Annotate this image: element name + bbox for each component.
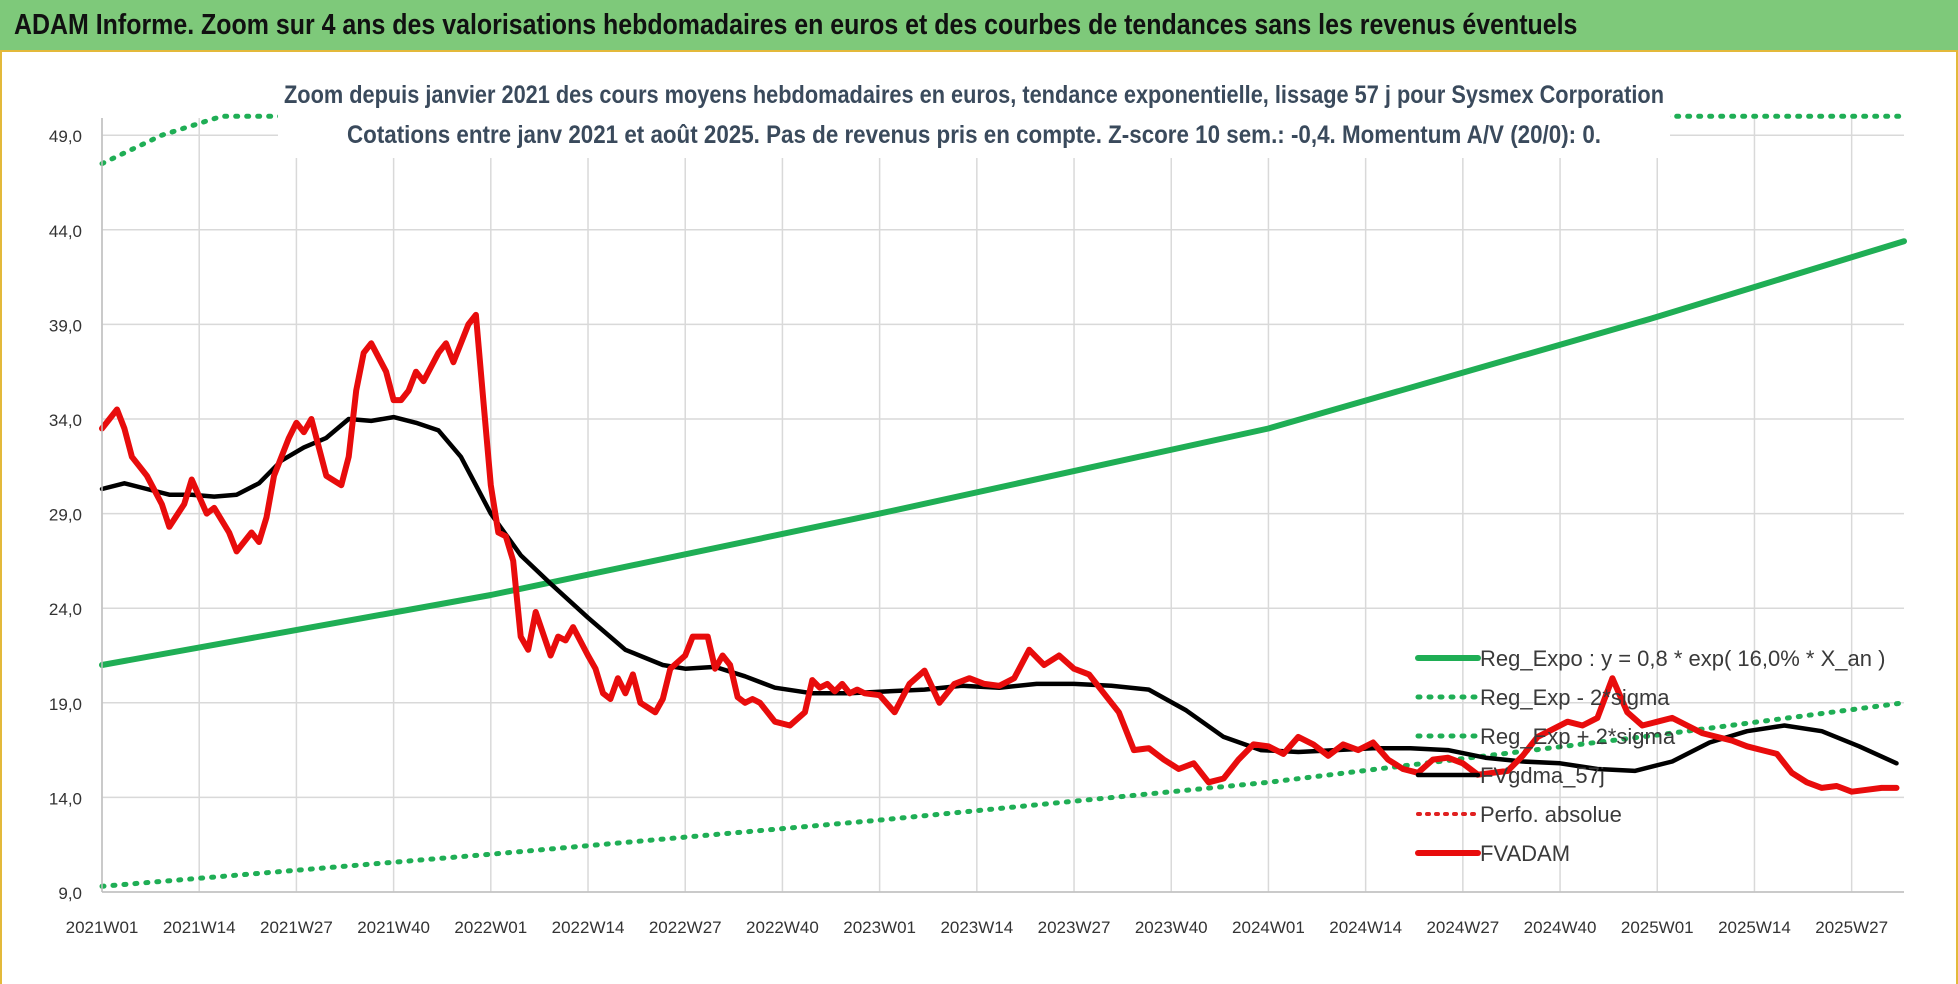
x-tick-label: 2025W27 <box>1815 918 1888 937</box>
chart-title: Zoom depuis janvier 2021 des cours moyen… <box>284 81 1664 109</box>
legend-label: Reg_Expo : y = 0,8 * exp( 16,0% * X_an ) <box>1480 646 1885 671</box>
x-tick-label: 2024W14 <box>1329 918 1402 937</box>
legend-label: FVADAM <box>1480 841 1570 866</box>
x-tick-label: 2025W01 <box>1621 918 1694 937</box>
gridlines <box>101 118 1904 893</box>
fvadam-line <box>99 311 1900 795</box>
report-banner: ADAM Informe. Zoom sur 4 ans des valoris… <box>0 0 1958 52</box>
y-tick-label: 14,0 <box>49 789 82 808</box>
y-tick-label: 24,0 <box>49 600 82 619</box>
x-tick-label: 2021W27 <box>260 918 333 937</box>
legend-label: FVgdma_57j <box>1480 763 1605 788</box>
y-tick-label: 49,0 <box>49 127 82 146</box>
y-tick-label: 34,0 <box>49 411 82 430</box>
x-tick-label: 2022W27 <box>649 918 722 937</box>
regression-line <box>99 238 1907 668</box>
y-tick-label: 44,0 <box>49 222 82 241</box>
x-tick-label: 2023W27 <box>1038 918 1111 937</box>
chart-frame <box>0 52 1958 984</box>
x-tick-label: 2024W40 <box>1524 918 1597 937</box>
y-tick-label: 9,0 <box>58 884 82 903</box>
x-tick-label: 2022W40 <box>746 918 819 937</box>
chart-title-block: Zoom depuis janvier 2021 des cours moyen… <box>278 72 1670 158</box>
x-tick-label: 2021W14 <box>163 918 236 937</box>
report-title: ADAM Informe. Zoom sur 4 ans des valoris… <box>14 9 1578 41</box>
legend-label: Perfo. absolue <box>1480 802 1622 827</box>
x-tick-label: 2025W14 <box>1718 918 1791 937</box>
legend: Reg_Expo : y = 0,8 * exp( 16,0% * X_an )… <box>1415 646 1885 866</box>
legend-label: Reg_Exp + 2*sigma <box>1480 724 1676 749</box>
series-lines <box>99 238 1907 795</box>
axes-labels: 9,0 14,0 19,0 24,0 29,0 34,0 39,0 44,0 49,0 2021W… <box>49 118 1904 937</box>
y-tick-label: 39,0 <box>49 316 82 335</box>
x-tick-label: 2021W01 <box>66 918 139 937</box>
chart-subtitle: Cotations entre janv 2021 et août 2025. … <box>347 121 1601 149</box>
chart-title-background <box>278 72 1670 158</box>
x-tick-label: 2022W01 <box>454 918 527 937</box>
x-tick-label: 2024W27 <box>1426 918 1499 937</box>
x-tick-label: 2021W40 <box>357 918 430 937</box>
y-tick-label: 19,0 <box>49 695 82 714</box>
y-tick-label: 29,0 <box>49 506 82 525</box>
x-tick-label: 2023W01 <box>843 918 916 937</box>
x-tick-label: 2023W14 <box>940 918 1013 937</box>
x-tick-label: 2024W01 <box>1232 918 1305 937</box>
moving-average-line <box>99 414 1899 774</box>
legend-label: Reg_Exp - 2*sigma <box>1480 685 1670 710</box>
x-tick-label: 2023W40 <box>1135 918 1208 937</box>
x-tick-label: 2022W14 <box>552 918 625 937</box>
